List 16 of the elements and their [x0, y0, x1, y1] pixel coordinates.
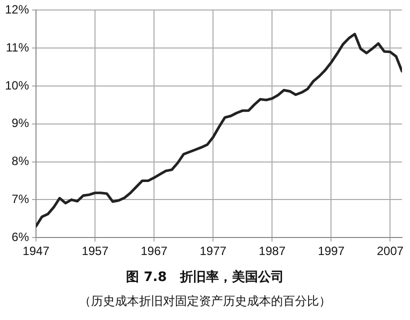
x-tick-label: 1987 [258, 244, 286, 258]
x-tick-label: 1977 [200, 244, 227, 258]
y-tick-label: 7% [12, 192, 30, 206]
x-tick-label: 1947 [22, 244, 50, 258]
y-tick-label: 8% [12, 154, 30, 168]
x-tick-label: 2007 [376, 244, 404, 258]
x-tick-label: 1957 [82, 244, 109, 258]
y-tick-label: 12% [4, 2, 30, 17]
y-tick-label: 10% [4, 78, 30, 92]
y-tick-label: 9% [12, 116, 30, 130]
y-tick-label: 11% [6, 40, 30, 54]
x-tick-label: 1967 [140, 244, 168, 258]
text: 图 7.8 折旧率，美国公司 [125, 268, 285, 286]
y-tick-label: 6% [12, 230, 30, 244]
x-tick-label: 1997 [318, 244, 345, 258]
text: （历史成本折旧对固定资产历史成本的百分比） [78, 293, 332, 310]
